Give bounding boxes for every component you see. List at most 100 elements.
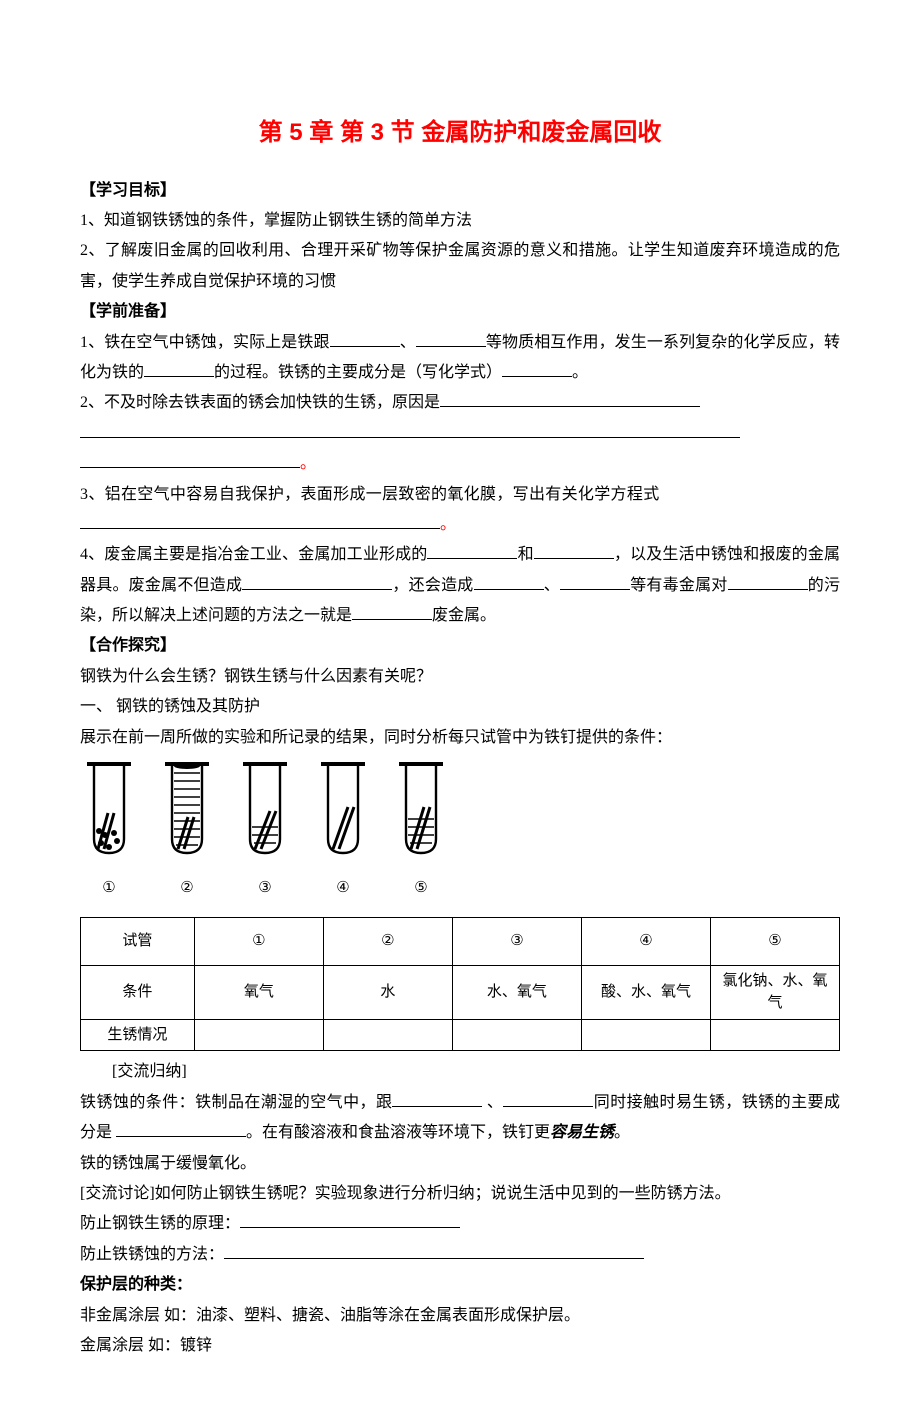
- goal-2: 2、了解废旧金属的回收利用、合理开采矿物等保护金属资源的意义和措施。让学生知道废…: [80, 236, 840, 297]
- conclude1-text-a: 铁锈蚀的条件：铁制品在潮湿的空气中，跟: [80, 1094, 392, 1111]
- prep1-text-b: 、: [400, 334, 416, 351]
- prep-item-2-line2: [80, 419, 840, 449]
- table-cell[interactable]: [194, 1019, 323, 1051]
- tube-3: ③: [240, 761, 290, 903]
- blank[interactable]: [242, 574, 392, 590]
- blank[interactable]: [728, 574, 808, 590]
- blank[interactable]: [502, 361, 572, 377]
- conclude1-text-d: 。在有酸溶液和食盐溶液等环境下，铁钉更: [246, 1124, 550, 1141]
- tube-label: ⑤: [396, 874, 446, 903]
- emphasis-text: 容易生锈: [550, 1124, 614, 1141]
- blank[interactable]: [80, 513, 440, 529]
- tube-label: ①: [84, 874, 134, 903]
- tube-1: ①: [84, 761, 134, 903]
- prep4-text-a: 4、废金属主要是指冶金工业、金属加工业形成的: [80, 546, 427, 563]
- blank[interactable]: [392, 1091, 482, 1107]
- prep4-text-e: 、: [544, 577, 560, 594]
- coop-topic: 一、 钢铁的锈蚀及其防护: [80, 692, 840, 722]
- prep1-text-d: 的过程。铁锈的主要成分是（写化学式）: [214, 364, 502, 381]
- table-cell: 氧气: [194, 965, 323, 1019]
- tube-4: ④: [318, 761, 368, 903]
- table-cell: 水、氧气: [452, 965, 581, 1019]
- blank[interactable]: [534, 543, 614, 559]
- blank[interactable]: [224, 1243, 644, 1259]
- prep1-text-e: 。: [572, 364, 588, 381]
- table-header-cell: 试管: [81, 917, 195, 965]
- table-header-row: 试管 ① ② ③ ④ ⑤: [81, 917, 840, 965]
- test-tube-diagrams: ① ② ③: [84, 761, 840, 903]
- blank[interactable]: [116, 1121, 246, 1137]
- prep2-text-a: 2、不及时除去铁表面的锈会加快铁的生锈，原因是: [80, 394, 440, 411]
- table-cell[interactable]: [581, 1019, 710, 1051]
- tube-label: ②: [162, 874, 212, 903]
- protect-1: 非金属涂层 如：油漆、塑料、搪瓷、油脂等涂在金属表面形成保护层。: [80, 1301, 840, 1331]
- prep1-text-a: 1、铁在空气中锈蚀，实际上是铁跟: [80, 334, 330, 351]
- table-cell: 氯化钠、水、氧气: [710, 965, 839, 1019]
- red-period-icon: 。: [300, 455, 316, 472]
- coop-heading: 【合作探究】: [80, 631, 840, 661]
- table-header-cell: ①: [194, 917, 323, 965]
- conclude-2: 铁的锈蚀属于缓慢氧化。: [80, 1149, 840, 1179]
- prep4-text-d: ，还会造成: [392, 577, 473, 594]
- prep4-text-f: 等有毒金属对: [630, 577, 728, 594]
- blank[interactable]: [416, 331, 486, 347]
- table-cell[interactable]: [452, 1019, 581, 1051]
- conclude-heading: [交流归纳]: [80, 1057, 840, 1087]
- protect-2: 金属涂层 如：镀锌: [80, 1331, 840, 1361]
- blank[interactable]: [560, 574, 630, 590]
- blank[interactable]: [440, 391, 700, 407]
- blank[interactable]: [352, 604, 432, 620]
- results-table: 试管 ① ② ③ ④ ⑤ 条件 氧气 水 水、氧气 酸、水、氧气 氯化钠、水、氧…: [80, 917, 840, 1052]
- prep-item-1: 1、铁在空气中锈蚀，实际上是铁跟、等物质相互作用，发生一系列复杂的化学反应，转化…: [80, 328, 840, 389]
- goals-heading: 【学习目标】: [80, 176, 840, 206]
- goal-1: 1、知道钢铁锈蚀的条件，掌握防止钢铁生锈的简单方法: [80, 206, 840, 236]
- table-header-cell: ⑤: [710, 917, 839, 965]
- red-period-icon: 。: [440, 516, 456, 533]
- prep-item-3-line2: 。: [80, 510, 840, 540]
- table-cell[interactable]: [323, 1019, 452, 1051]
- blank[interactable]: [330, 331, 400, 347]
- coop-desc: 展示在前一周所做的实验和所记录的结果，同时分析每只试管中为铁钉提供的条件：: [80, 723, 840, 753]
- tube-2: ②: [162, 761, 212, 903]
- table-header-cell: ④: [581, 917, 710, 965]
- table-row: 条件 氧气 水 水、氧气 酸、水、氧气 氯化钠、水、氧气: [81, 965, 840, 1019]
- conclude-1: 铁锈蚀的条件：铁制品在潮湿的空气中，跟 、同时接触时易生锈，铁锈的主要成分是 。…: [80, 1088, 840, 1149]
- prep4-text-b: 和: [517, 546, 533, 563]
- blank[interactable]: [427, 543, 517, 559]
- test-tube-icon: [162, 761, 212, 857]
- table-header-cell: ③: [452, 917, 581, 965]
- table-cell: 条件: [81, 965, 195, 1019]
- table-header-cell: ②: [323, 917, 452, 965]
- test-tube-icon: [396, 761, 446, 857]
- prep-item-3: 3、铝在空气中容易自我保护，表面形成一层致密的氧化膜，写出有关化学方程式: [80, 480, 840, 510]
- prep-item-4: 4、废金属主要是指冶金工业、金属加工业形成的和，以及生活中锈蚀和报废的金属器具。…: [80, 540, 840, 631]
- table-cell[interactable]: [710, 1019, 839, 1051]
- conclude1-text-b: 、: [482, 1094, 503, 1111]
- test-tube-icon: [318, 761, 368, 857]
- tube-label: ③: [240, 874, 290, 903]
- principle-line: 防止钢铁生锈的原理：: [80, 1209, 840, 1239]
- test-tube-icon: [84, 761, 134, 857]
- prep3-text-a: 3、铝在空气中容易自我保护，表面形成一层致密的氧化膜，写出有关化学方程式: [80, 486, 660, 503]
- conclude1-text-f: 。: [614, 1124, 630, 1141]
- blank[interactable]: [503, 1091, 593, 1107]
- prep4-text-h: 废金属。: [432, 607, 496, 624]
- coop-question: 钢铁为什么会生锈？钢铁生锈与什么因素有关呢？: [80, 662, 840, 692]
- page-title: 第 5 章 第 3 节 金属防护和废金属回收: [80, 110, 840, 156]
- blank[interactable]: [240, 1212, 460, 1228]
- prep-item-2: 2、不及时除去铁表面的锈会加快铁的生锈，原因是: [80, 388, 840, 418]
- discuss-text: [交流讨论]如何防止钢铁生锈呢？实验现象进行分析归纳；说说生活中见到的一些防锈方…: [80, 1179, 840, 1209]
- blank[interactable]: [80, 422, 740, 438]
- tube-5: ⑤: [396, 761, 446, 903]
- table-cell: 酸、水、氧气: [581, 965, 710, 1019]
- method-line: 防止铁锈蚀的方法：: [80, 1240, 840, 1270]
- blank[interactable]: [144, 361, 214, 377]
- principle-label: 防止钢铁生锈的原理：: [80, 1215, 240, 1232]
- table-cell: 生锈情况: [81, 1019, 195, 1051]
- prep-heading: 【学前准备】: [80, 297, 840, 327]
- table-cell: 水: [323, 965, 452, 1019]
- method-label: 防止铁锈蚀的方法：: [80, 1246, 224, 1263]
- blank[interactable]: [80, 452, 300, 468]
- test-tube-icon: [240, 761, 290, 857]
- blank[interactable]: [474, 574, 544, 590]
